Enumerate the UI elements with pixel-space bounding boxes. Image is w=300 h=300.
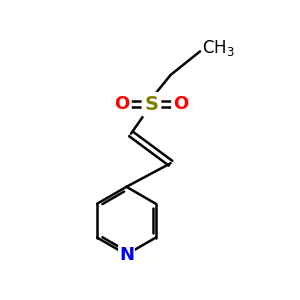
Text: O: O (173, 95, 188, 113)
Text: O: O (114, 95, 130, 113)
Text: CH$_3$: CH$_3$ (202, 38, 234, 58)
Text: S: S (145, 95, 158, 114)
Text: N: N (119, 245, 134, 263)
